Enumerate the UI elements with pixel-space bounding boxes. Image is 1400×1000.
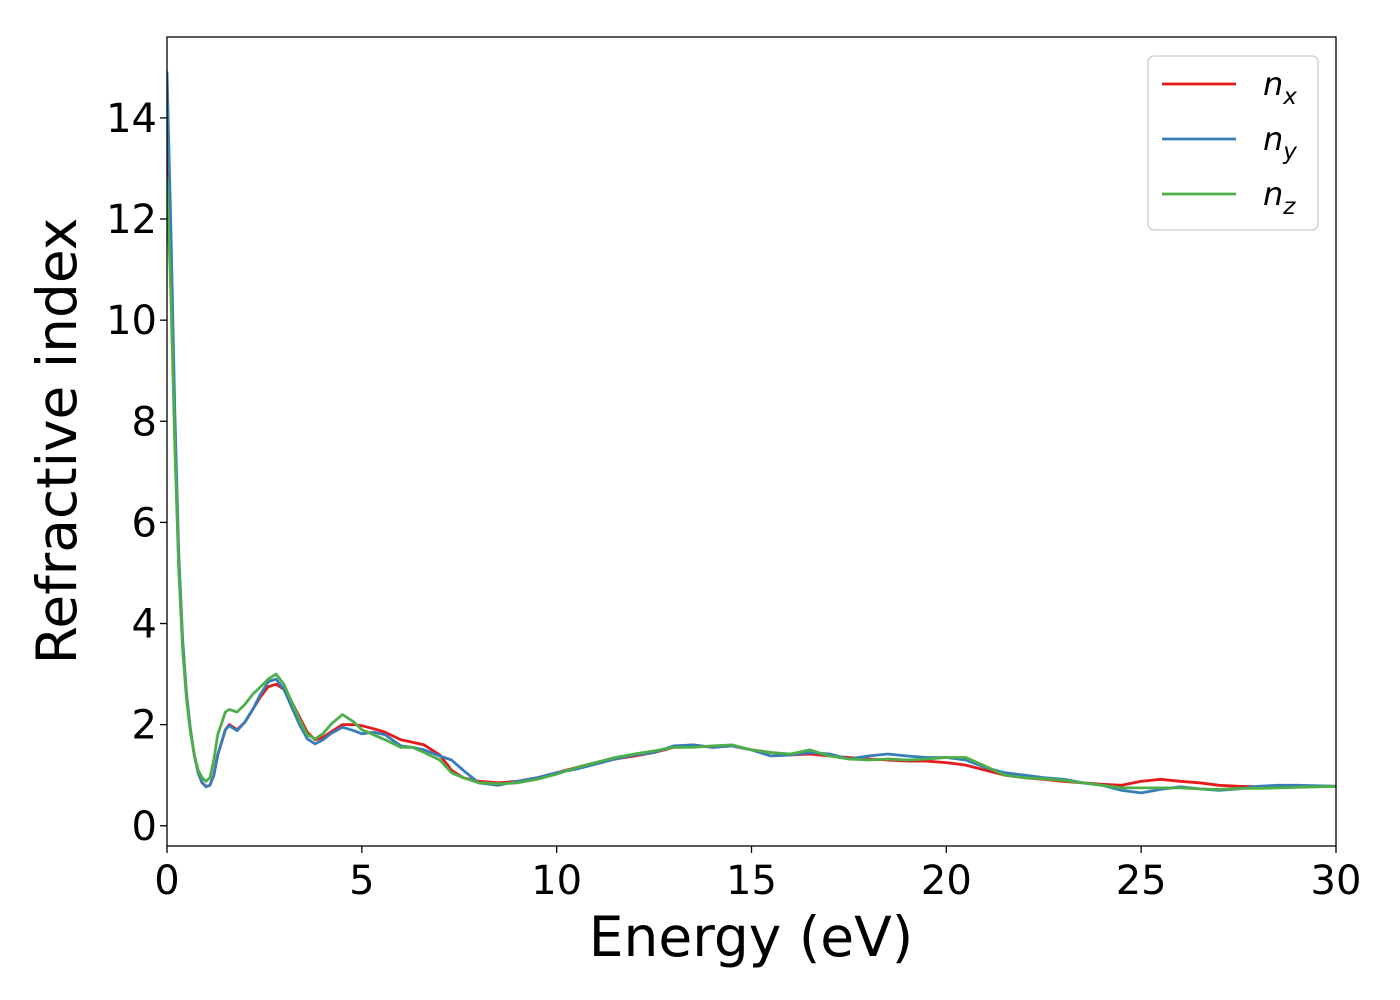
legend-label-base: n <box>1263 120 1283 158</box>
x-axis-ticks: 0 5 10 15 20 25 30 <box>154 846 1361 904</box>
y-tick-label: 10 <box>106 298 157 344</box>
legend-label-y: ny <box>1263 120 1297 165</box>
x-tick-label: 30 <box>1311 858 1362 904</box>
x-tick-label: 0 <box>154 858 179 904</box>
legend-label-subscript: z <box>1282 194 1296 220</box>
x-tick-label: 5 <box>349 858 374 904</box>
x-axis-label: Energy (eV) <box>589 905 913 969</box>
plot-area <box>167 37 1336 846</box>
y-tick-label: 12 <box>106 197 157 243</box>
x-tick-label: 20 <box>921 858 972 904</box>
legend-label-base: n <box>1263 175 1283 213</box>
y-tick-label: 0 <box>132 804 157 850</box>
y-axis-ticks: 0 2 4 6 8 10 12 14 <box>106 96 167 850</box>
series-layer <box>167 71 1336 795</box>
y-tick-label: 6 <box>132 500 157 546</box>
series-line-z <box>167 177 1336 791</box>
legend-box <box>1147 55 1319 231</box>
legend-label-subscript: x <box>1282 84 1297 110</box>
legend-label-x: nx <box>1263 65 1297 110</box>
y-tick-label: 14 <box>106 96 157 142</box>
y-tick-label: 4 <box>132 602 157 648</box>
y-tick-label: 8 <box>132 399 157 445</box>
legend-label-base: n <box>1263 65 1283 103</box>
y-axis-label: Refractive index <box>25 218 89 665</box>
x-tick-label: 15 <box>726 858 777 904</box>
legend-label-subscript: y <box>1282 139 1297 165</box>
x-tick-label: 10 <box>531 858 582 904</box>
y-tick-label: 2 <box>132 703 157 749</box>
x-tick-label: 25 <box>1116 858 1167 904</box>
legend-label-z: nz <box>1263 175 1296 220</box>
